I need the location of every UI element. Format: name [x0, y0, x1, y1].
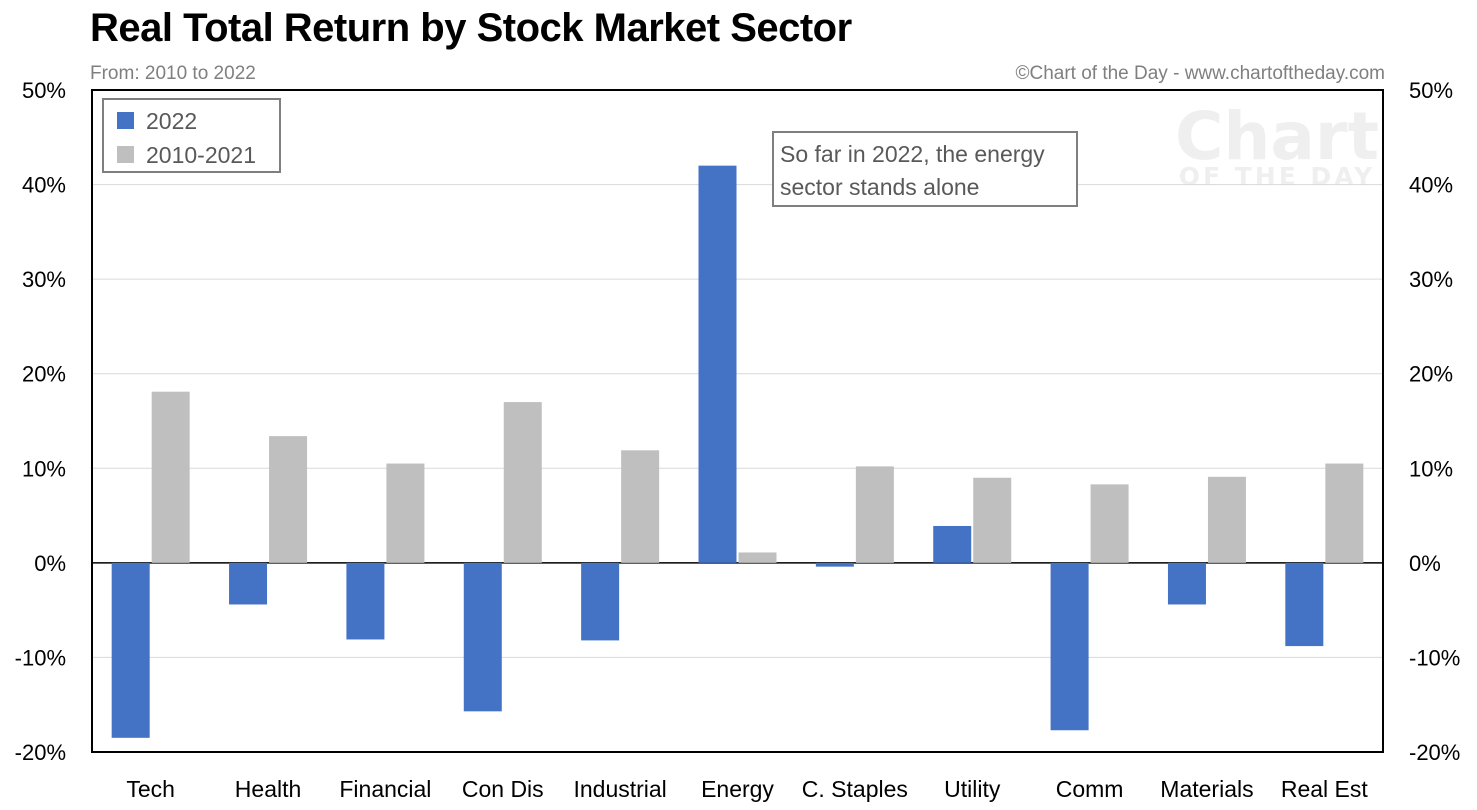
legend-swatch-2022	[117, 112, 134, 129]
y-tick-left: 20%	[22, 362, 66, 387]
tick-labels: -20% -20% -10% -10% 0% 0% 10% 10% 20% 20% 30% 30% 40…	[15, 78, 1461, 765]
annotation-line-2: sector stands alone	[780, 174, 979, 200]
bar-2010-2021-c-staples	[855, 466, 894, 563]
legend-label-2022: 2022	[146, 108, 197, 134]
bar-2022-c-staples	[815, 562, 854, 567]
y-tick-left: -20%	[15, 740, 66, 765]
bar-2010-2021-utility	[973, 477, 1012, 563]
x-category-label: Utility	[944, 776, 1001, 802]
y-tick-right: -20%	[1409, 740, 1460, 765]
bars	[111, 165, 1364, 738]
y-tick-left: -10%	[15, 645, 66, 670]
chart-credit: ©Chart of the Day - www.chartoftheday.co…	[1015, 63, 1385, 84]
legend: 2022 2010-2021	[102, 98, 281, 173]
y-tick-left: 0%	[34, 551, 66, 576]
x-category-label: Industrial	[573, 776, 666, 802]
watermark-line2: OF THE DAY	[1179, 162, 1376, 191]
x-category-label: Materials	[1160, 776, 1253, 802]
y-tick-right: -10%	[1409, 645, 1460, 670]
x-category-label: Comm	[1056, 776, 1124, 802]
x-category-label: Real Est	[1281, 776, 1369, 802]
y-tick-right: 20%	[1409, 362, 1453, 387]
legend-swatch-2010-2021	[117, 146, 134, 163]
bar-2010-2021-health	[269, 436, 308, 563]
bar-2022-tech	[111, 562, 150, 738]
y-tick-right: 50%	[1409, 78, 1453, 103]
bar-2022-industrial	[581, 562, 620, 641]
y-tick-right: 0%	[1409, 551, 1441, 576]
x-category-label: Health	[235, 776, 301, 802]
annotation-line-1: So far in 2022, the energy	[780, 141, 1045, 167]
watermark-logo: Chart OF THE DAY	[1175, 98, 1379, 191]
y-tick-left: 30%	[22, 267, 66, 292]
x-category-label: Tech	[126, 776, 175, 802]
bar-2010-2021-comm	[1090, 484, 1129, 563]
category-labels: Tech Health Financial Con Dis Industrial Ener…	[126, 776, 1368, 802]
y-tick-left: 10%	[22, 456, 66, 481]
watermark-line1: Chart	[1175, 98, 1379, 175]
bar-2010-2021-materials	[1207, 476, 1246, 563]
chart-title: Real Total Return by Stock Market Sector	[90, 6, 852, 50]
bar-2010-2021-real-est	[1325, 463, 1364, 563]
x-category-label: Financial	[339, 776, 431, 802]
plot-frame	[91, 89, 1384, 753]
bar-2022-financial	[346, 562, 385, 640]
x-category-label: C. Staples	[802, 776, 908, 802]
bar-2010-2021-financial	[386, 463, 425, 563]
bar-2022-con-dis	[463, 562, 502, 712]
y-tick-right: 30%	[1409, 267, 1453, 292]
bar-2022-utility	[933, 525, 972, 563]
x-category-label: Energy	[701, 776, 774, 802]
bar-2010-2021-con-dis	[503, 402, 542, 563]
y-tick-right: 40%	[1409, 173, 1453, 198]
annotation-box	[772, 131, 1078, 207]
bar-2022-real-est	[1285, 562, 1324, 647]
y-tick-right: 10%	[1409, 456, 1453, 481]
annotation: So far in 2022, the energy sector stands…	[772, 131, 1078, 207]
bar-2022-health	[229, 562, 268, 605]
bar-2010-2021-tech	[151, 391, 190, 563]
bar-2010-2021-energy	[738, 552, 777, 563]
y-tick-left: 50%	[22, 78, 66, 103]
bar-2022-materials	[1167, 562, 1206, 605]
bar-2010-2021-industrial	[621, 450, 660, 563]
gridlines	[92, 184, 1383, 658]
bar-2022-energy	[698, 165, 737, 563]
legend-label-2010-2021: 2010-2021	[146, 142, 256, 168]
x-category-label: Con Dis	[462, 776, 544, 802]
chart-subtitle: From: 2010 to 2022	[90, 63, 256, 84]
bar-2022-comm	[1050, 562, 1089, 731]
y-tick-left: 40%	[22, 173, 66, 198]
